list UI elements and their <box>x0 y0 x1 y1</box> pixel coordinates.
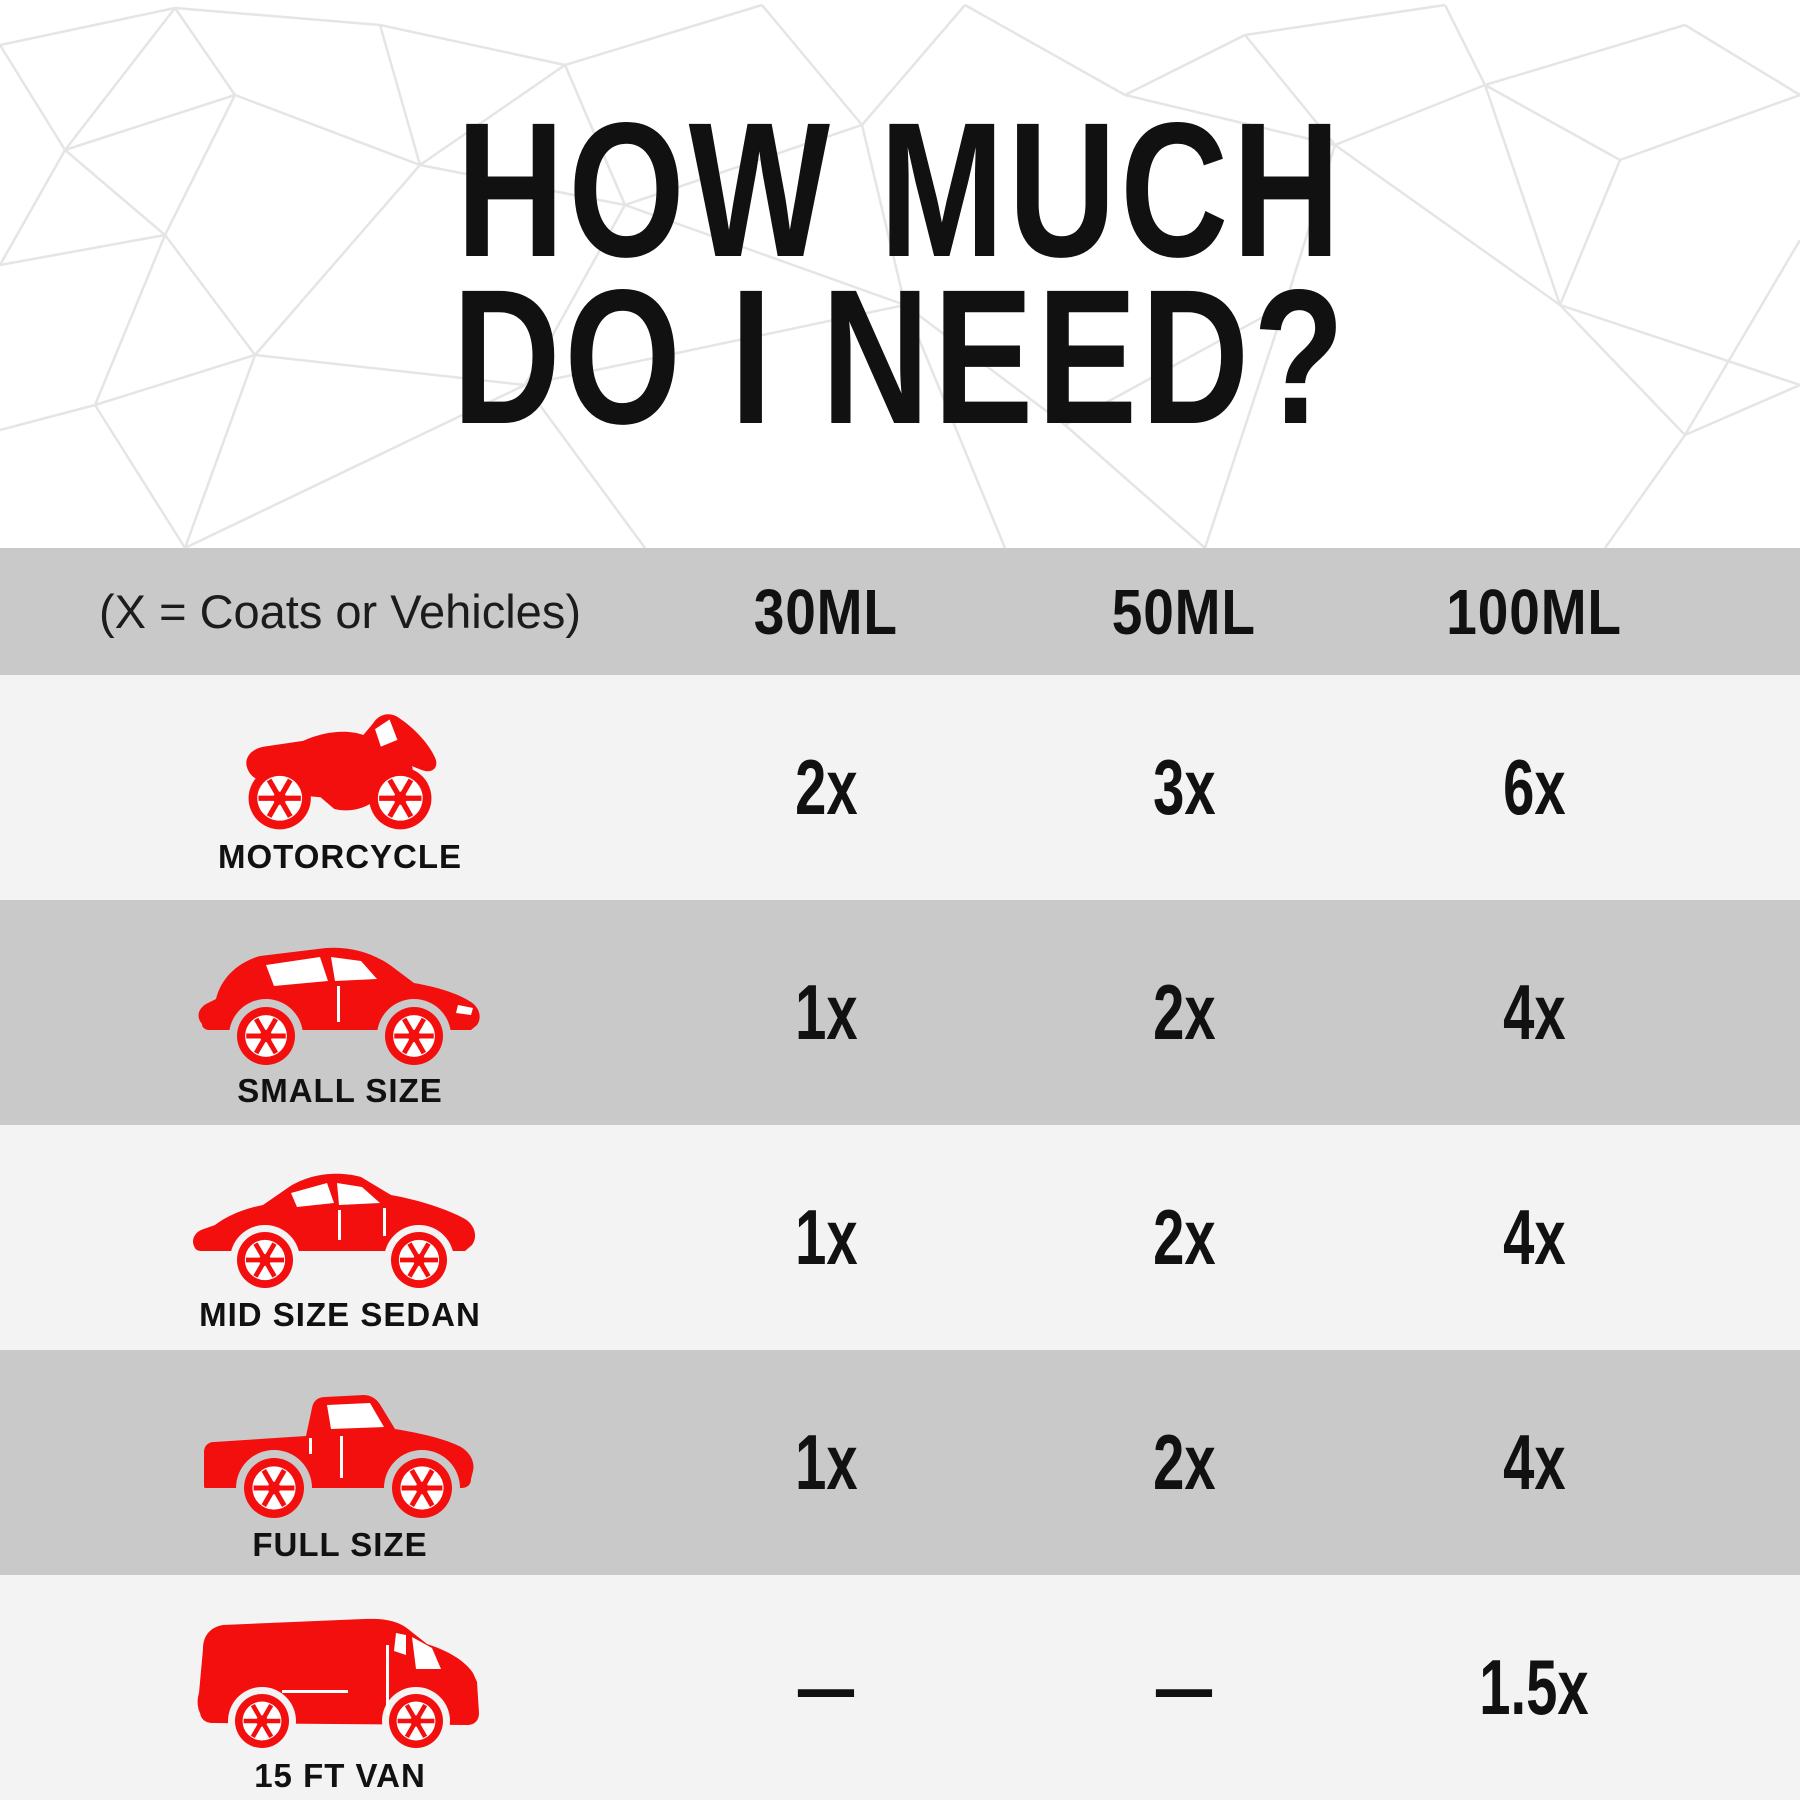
table-row-full-size: FULL SIZE 1x 2x 4x <box>0 1350 1800 1575</box>
cell-full-size-30ml: 1x <box>794 1418 858 1506</box>
header-legend: (X = Coats or Vehicles) <box>99 585 581 638</box>
column-header-30ml: 30ML <box>753 575 899 648</box>
cell-mid-size-sedan-50ml: 2x <box>1152 1193 1216 1281</box>
cell-motorcycle-100ml: 6x <box>1502 743 1566 831</box>
van-icon <box>197 1618 479 1755</box>
vehicle-label: MID SIZE SEDAN <box>199 1295 481 1333</box>
vehicle-cell: 15 FT VAN <box>0 1575 680 1800</box>
column-header-100ml: 100ML <box>1446 575 1622 648</box>
title-line-1: HOW MUCH <box>455 82 1345 297</box>
cell-15-ft-van-30ml: — <box>797 1643 855 1731</box>
cell-full-size-100ml: 4x <box>1502 1418 1566 1506</box>
table-row-small-size: SMALL SIZE 1x 2x 4x <box>0 900 1800 1125</box>
cell-full-size-50ml: 2x <box>1152 1418 1216 1506</box>
motorcycle-icon <box>246 713 437 829</box>
table-row-motorcycle: MOTORCYCLE 2x 3x 6x <box>0 675 1800 900</box>
cell-small-size-30ml: 1x <box>794 968 858 1056</box>
cell-15-ft-van-50ml: — <box>1155 1643 1213 1731</box>
table-row-mid-size-sedan: MID SIZE SEDAN 1x 2x 4x <box>0 1125 1800 1350</box>
vehicle-cell: MOTORCYCLE <box>0 675 680 900</box>
vehicle-cell: SMALL SIZE <box>0 900 680 1125</box>
small-car-icon <box>198 947 480 1070</box>
sedan-icon <box>193 1173 476 1294</box>
vehicle-label: MOTORCYCLE <box>217 837 463 875</box>
page-title: HOW MUCH DO I NEED? <box>0 0 1800 548</box>
vehicle-label: 15 FT VAN <box>254 1756 426 1794</box>
cell-mid-size-sedan-100ml: 4x <box>1502 1193 1566 1281</box>
vehicle-label: SMALL SIZE <box>237 1071 443 1109</box>
vehicle-label: FULL SIZE <box>252 1525 428 1563</box>
table-row-15-ft-van: 15 FT VAN — — 1.5x <box>0 1575 1800 1800</box>
table-header-row: (X = Coats or Vehicles) 30ML 50ML 100ML <box>0 548 1800 675</box>
cell-motorcycle-30ml: 2x <box>794 743 858 831</box>
dosage-table: (X = Coats or Vehicles) 30ML 50ML 100ML … <box>0 548 1800 1800</box>
vehicle-cell: MID SIZE SEDAN <box>0 1125 680 1350</box>
pickup-truck-icon <box>204 1394 474 1524</box>
title-line-2: DO I NEED? <box>451 249 1349 464</box>
cell-mid-size-sedan-30ml: 1x <box>794 1193 858 1281</box>
polygon-mesh-background <box>0 3 1800 548</box>
vehicle-cell: FULL SIZE <box>0 1350 680 1575</box>
cell-15-ft-van-100ml: 1.5x <box>1479 1643 1589 1731</box>
cell-motorcycle-50ml: 3x <box>1152 743 1216 831</box>
cell-small-size-100ml: 4x <box>1502 968 1566 1056</box>
column-header-50ml: 50ML <box>1111 575 1257 648</box>
cell-small-size-50ml: 2x <box>1152 968 1216 1056</box>
